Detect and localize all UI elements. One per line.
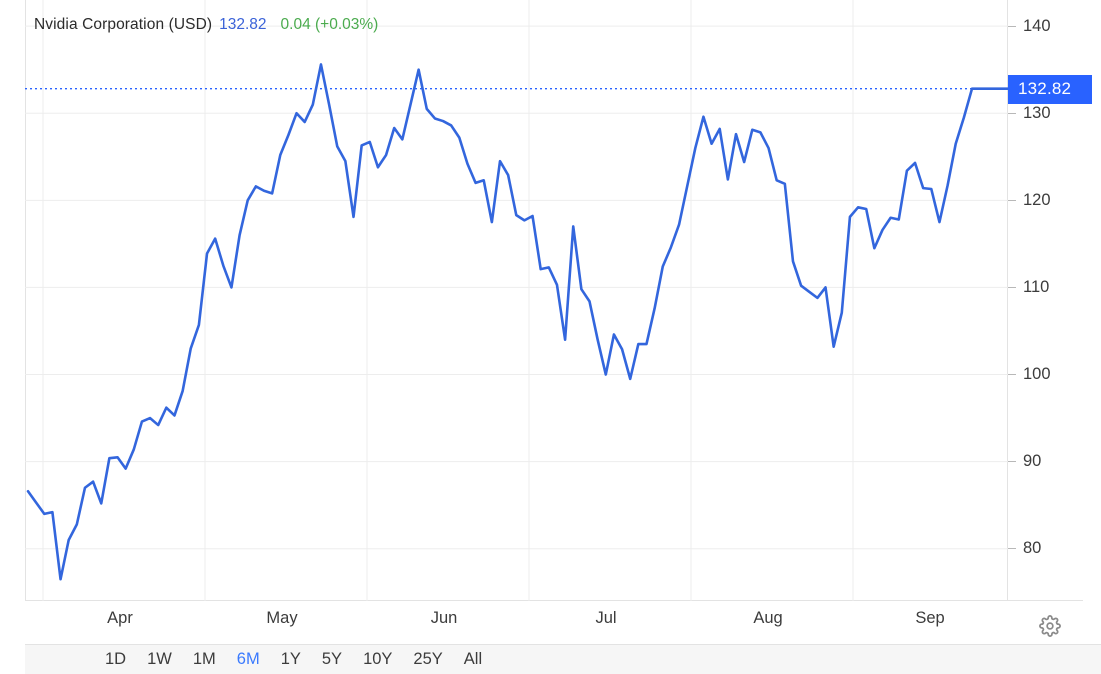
vertical-gridlines [42,0,854,601]
range-button-25y[interactable]: 25Y [413,650,443,669]
price-tick-label: 90 [1023,452,1042,471]
time-axis[interactable]: AprMayJunJulAugSepOct [0,601,1101,644]
time-tick-Jun: Jun [430,609,458,627]
gear-icon[interactable] [1036,612,1064,640]
price-tick-80: 80 [1008,539,1042,558]
price-tick-mark [1008,548,1016,550]
price-line-chart [25,0,1008,601]
price-tick-label: 80 [1023,539,1042,558]
price-series-line [26,63,1008,581]
price-tick-mark [1008,199,1016,201]
price-tick-label: 120 [1023,190,1051,209]
gear-icon-glyph [1039,615,1061,637]
legend-symbol: Nvidia Corporation (USD) [34,16,213,33]
price-tick-label: 100 [1023,365,1051,384]
price-tick-mark [1008,461,1016,463]
range-button-6m[interactable]: 6M [236,650,260,669]
price-tick-130: 130 [1008,104,1051,122]
price-tick-110: 110 [1008,278,1049,296]
legend-last-price: 132.82 [219,16,267,33]
current-price-badge: 132.82 [1008,74,1092,104]
price-tick-140: 140 [1008,17,1051,35]
price-tick-label: 140 [1023,16,1051,35]
time-axis-bottom-border [25,644,1101,645]
range-button-all[interactable]: All [463,650,483,669]
plot-left-border [25,0,26,601]
price-tick-mark [1008,374,1016,376]
plot-bottom-border [25,600,1083,601]
range-button-1w[interactable]: 1W [147,650,172,669]
price-tick-100: 100 [1008,365,1051,384]
chart-legend: Nvidia Corporation (USD) 132.82 0.04 (+0… [34,16,378,36]
range-selector[interactable]: 1D 1W 1M 6M 1Y 5Y 10Y 25Y All [25,645,1101,674]
price-tick-120: 120 [1008,191,1051,209]
price-tick-label: 110 [1023,277,1050,296]
price-tick-mark [1008,25,1016,27]
time-tick-Sep: Sep [915,609,945,627]
legend-change: 0.04 (+0.03%) [280,16,379,33]
price-tick-label: 130 [1023,103,1051,122]
price-tick-mark [1008,286,1016,288]
range-button-1m[interactable]: 1M [192,650,216,669]
time-tick-Aug: Aug [753,609,783,627]
horizontal-gridlines [25,25,1008,550]
time-tick-Jul: Jul [595,609,617,627]
price-tick-mark [1008,112,1016,114]
time-tick-May: May [266,609,298,627]
price-axis[interactable]: 140 130 120 110 100 90 80 [1008,0,1101,601]
price-tick-90: 90 [1008,452,1042,471]
plot-area[interactable] [25,0,1008,601]
range-button-1d[interactable]: 1D [105,650,127,669]
time-tick-Apr: Apr [107,609,133,627]
range-button-1y[interactable]: 1Y [280,650,301,669]
range-button-10y[interactable]: 10Y [363,650,393,669]
range-button-5y[interactable]: 5Y [321,650,343,669]
plot-right-border [1007,0,1008,601]
